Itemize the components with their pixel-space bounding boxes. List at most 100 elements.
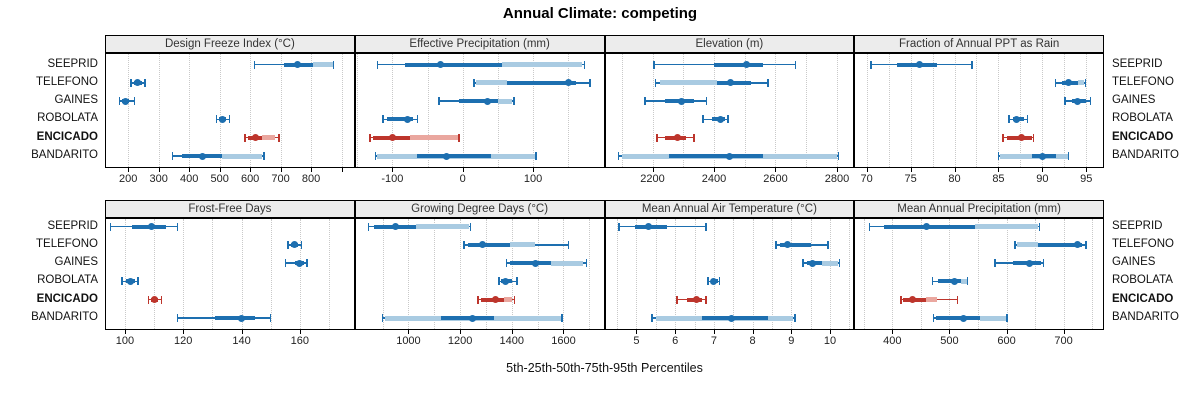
- panel-strip-label: Mean Annual Precipitation (mm): [897, 203, 1061, 215]
- axis-tick-label: 500: [210, 173, 229, 185]
- axis-tick: [124, 330, 126, 334]
- axis-tick: [652, 168, 654, 172]
- cap-95th: [767, 78, 769, 87]
- axis-tick: [311, 168, 313, 172]
- gridline: [791, 219, 793, 329]
- panel-plot: [105, 53, 355, 168]
- median-dot: [692, 296, 700, 304]
- cap-95th: [971, 60, 973, 69]
- cap-95th: [469, 222, 472, 231]
- axis-tick: [341, 168, 343, 172]
- gridline: [328, 219, 330, 329]
- gridline: [998, 54, 1000, 167]
- gridline: [1020, 54, 1022, 167]
- gridline: [1064, 54, 1066, 167]
- gridline: [341, 54, 343, 167]
- axis-tick: [1086, 168, 1088, 172]
- median-dot: [291, 241, 299, 249]
- cap-5th: [253, 60, 256, 69]
- median-dot: [437, 61, 445, 68]
- iqr-segment: [936, 316, 981, 320]
- site-label-left: GAINES: [54, 94, 98, 107]
- cap-5th: [651, 314, 653, 322]
- axis-tick-label: 100: [115, 335, 135, 347]
- quantile-band-light: [502, 62, 583, 67]
- quantile-band-light: [660, 80, 718, 86]
- axis-tick: [910, 168, 912, 172]
- axis-tick-label: 95: [1080, 173, 1093, 185]
- cap-5th: [775, 240, 777, 249]
- cap-95th: [693, 133, 695, 142]
- cap-5th: [477, 295, 479, 304]
- gridline: [183, 219, 185, 329]
- axis-tick: [392, 168, 394, 172]
- gridline: [636, 219, 638, 329]
- axis-tick: [533, 168, 535, 172]
- median-dot: [219, 115, 227, 123]
- cap-95th: [966, 277, 969, 286]
- cap-5th: [381, 314, 384, 322]
- gridline: [408, 219, 410, 329]
- cap-5th: [994, 259, 996, 268]
- axis-tick: [158, 168, 160, 172]
- cap-5th: [931, 277, 934, 286]
- median-dot: [252, 134, 260, 142]
- axis-tick: [563, 330, 565, 334]
- cap-95th: [535, 152, 537, 160]
- axis-tick-label: 2400: [701, 173, 727, 185]
- gridline: [311, 54, 313, 167]
- axis-tick-label: 8: [749, 335, 756, 347]
- panel-strip: Frost-Free Days: [105, 200, 355, 218]
- gridline: [806, 54, 808, 167]
- gridline: [1042, 54, 1044, 167]
- axis-tick: [280, 168, 282, 172]
- site-label-right: SEEPRID: [1112, 57, 1163, 70]
- median-dot: [742, 61, 750, 68]
- gridline: [810, 219, 812, 329]
- axis-tick: [219, 168, 221, 172]
- median-dot: [443, 152, 451, 160]
- cap-95th: [332, 60, 335, 69]
- axis-tick: [713, 330, 715, 334]
- median-dot: [150, 296, 158, 304]
- cap-5th: [438, 97, 440, 106]
- iqr-segment: [702, 316, 769, 320]
- median-dot: [710, 277, 718, 285]
- site-label-right: SEEPRID: [1112, 219, 1163, 232]
- quantile-band-light: [416, 224, 470, 229]
- axis-tick: [1063, 330, 1065, 334]
- gridline: [1006, 219, 1008, 329]
- gridline: [655, 219, 657, 329]
- panel-plot: [854, 218, 1104, 330]
- axis-tick-label: 5: [633, 335, 640, 347]
- panel-strip: Mean Annual Precipitation (mm): [854, 200, 1104, 218]
- cap-95th: [705, 222, 707, 231]
- axis-tick: [866, 168, 868, 172]
- gridline: [280, 54, 282, 167]
- gridline: [533, 54, 535, 167]
- cap-5th: [870, 60, 872, 69]
- median-dot: [950, 277, 958, 285]
- gridline: [733, 219, 735, 329]
- axis-tick-label: 800: [301, 173, 321, 185]
- cap-5th: [118, 97, 121, 106]
- median-dot: [293, 61, 301, 68]
- axis-tick-label: 75: [904, 173, 917, 185]
- cap-5th: [654, 78, 657, 87]
- gridline: [836, 54, 838, 167]
- cap-95th: [513, 295, 516, 304]
- cap-95th: [583, 60, 586, 69]
- gridline: [511, 219, 513, 329]
- cap-5th: [367, 222, 370, 231]
- cap-95th: [300, 240, 303, 249]
- gridline: [392, 54, 394, 167]
- site-label-left: ENCICADO: [36, 292, 98, 305]
- axis-tick: [775, 168, 777, 172]
- cap-5th: [382, 115, 384, 124]
- site-label-left: TELEFONO: [36, 75, 98, 88]
- quantile-band-light: [510, 242, 536, 248]
- median-dot: [469, 314, 477, 322]
- quantile-band-light: [504, 297, 512, 303]
- cap-5th: [1008, 115, 1010, 124]
- cap-95th: [263, 152, 265, 160]
